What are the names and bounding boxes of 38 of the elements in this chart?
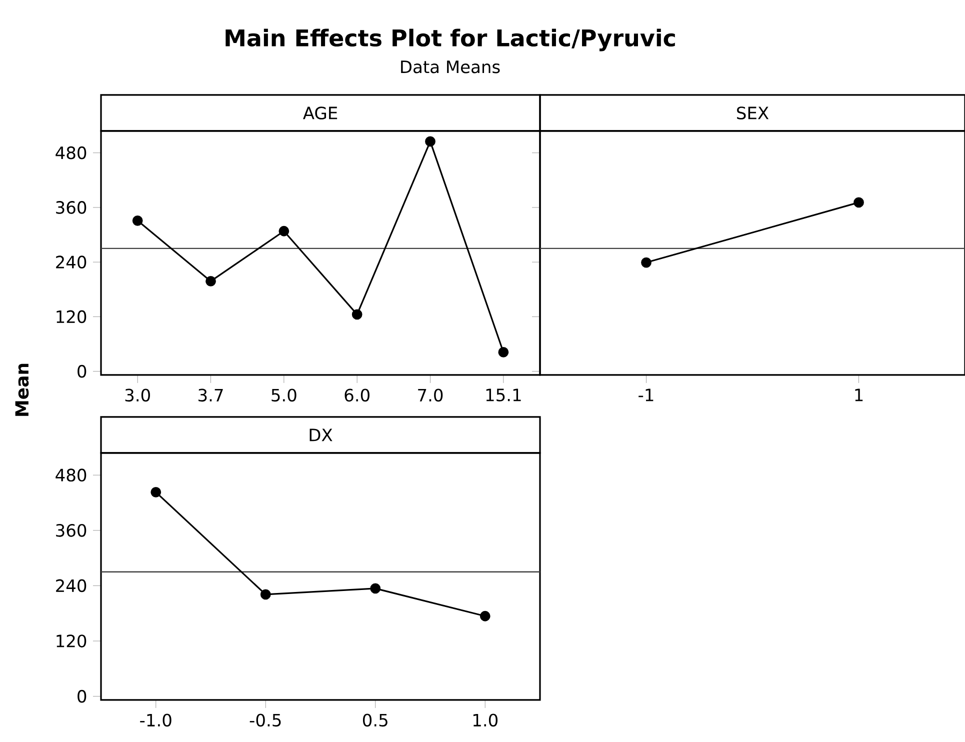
x-tick-label: -1.0 [140,714,172,727]
x-tick-label: 5.0 [272,388,296,402]
y-tick-label: 360 [56,201,86,214]
y-tick-label: 120 [56,634,86,648]
point [132,215,143,226]
y-tick-label: 120 [56,310,86,324]
x-tick-label: 6.0 [344,388,370,402]
chart-title: AGE [303,106,338,120]
x-tick-label: 15.1 [486,388,521,402]
x-tick-label: 1.0 [473,714,498,727]
text: Main Effects Plot for Lactic/Pyruvic [226,28,675,52]
x-tick-label: -1 [638,388,654,402]
point [370,583,381,594]
x-tick-label: 7.0 [418,388,443,402]
point [206,276,216,286]
y-tick-label: 0 [78,364,86,378]
text: Data Means [401,60,500,74]
chart-title: SEX [737,106,769,120]
chart-title: DX [310,428,332,442]
point [425,136,436,147]
x-tick-label: 1 [855,388,863,402]
y-tick-label: 0 [78,690,86,703]
y-tick-label: 240 [56,256,86,269]
point [480,610,490,622]
y-tick-label: 480 [56,146,86,160]
x-tick-label: -0.5 [250,714,281,727]
point [150,486,162,498]
x-tick-label: 3.7 [198,388,223,402]
y-tick-label: 360 [56,524,86,537]
point [498,347,509,358]
point [260,589,271,600]
y-tick-label: 480 [56,468,86,482]
point [278,226,290,236]
y-tick-label: 240 [56,579,86,592]
x-tick-label: 0.5 [362,714,388,727]
point [352,309,362,320]
y-axis-title: Mean [15,364,29,416]
x-tick-label: 3.0 [125,388,150,402]
